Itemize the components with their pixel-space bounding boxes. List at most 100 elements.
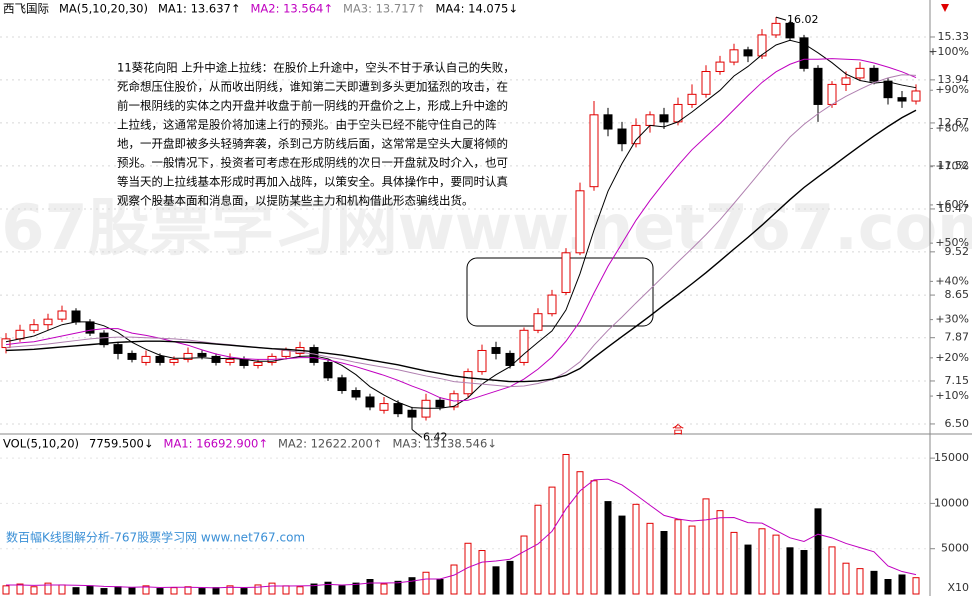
volume-bar [800, 550, 808, 595]
y-tick-label: 7.15 [945, 374, 970, 387]
candle-body [379, 403, 389, 411]
volume-bar [884, 579, 892, 595]
note-line: 前一根阴线的实体之内开盘并收盘于前一阴线的开盘价之上，形成上升中途的 [117, 99, 508, 113]
candle-body [99, 332, 109, 346]
candle-body [141, 355, 151, 363]
volume-bar [16, 583, 24, 595]
y-tick-label: 10000 [934, 496, 969, 509]
volume-bar [506, 560, 514, 595]
candle-body [323, 361, 333, 379]
volume-bar [44, 582, 52, 595]
y-tick-label: 13.94 [938, 73, 970, 86]
candle-body [715, 61, 725, 73]
candle-body [365, 396, 375, 408]
candle-body [883, 80, 893, 99]
volume-ma-line [6, 478, 917, 589]
note-line: 11葵花向阳 上升中途上拉线：在股价上升途中，空头不甘于承认自己的失败， [117, 61, 515, 75]
candle-body [533, 313, 543, 331]
candle-body [29, 324, 39, 331]
candle-body [645, 114, 655, 126]
y2-tick-label: +20% [935, 351, 969, 364]
y2-tick-label: +70% [935, 160, 969, 173]
y2-tick-label: +30% [935, 313, 969, 326]
volume-bar [352, 582, 360, 595]
annotation-leader [411, 429, 423, 438]
candle-body [477, 349, 487, 373]
candle-body [519, 329, 529, 363]
volume-bar [198, 588, 206, 595]
volume-bar [436, 579, 444, 595]
note-line: 上拉线，这通常是股价将加速上行的预兆。由于空头已经不能守住自己的阵 [117, 118, 497, 132]
candle-body [169, 358, 179, 363]
indicator: VOL(5,10,20) [3, 437, 79, 451]
y2-tick-label: +80% [935, 121, 969, 134]
candle-body [561, 252, 571, 293]
candle-body [771, 22, 781, 36]
volume-bar [842, 562, 850, 595]
candle-body [225, 358, 235, 363]
latest-volume: 7759.500↓ [89, 437, 154, 451]
candle-body [729, 49, 739, 63]
candle-body [841, 77, 851, 85]
candle-body [1, 338, 11, 349]
volume-bar [688, 525, 696, 595]
candle-body [659, 114, 669, 123]
volume-bar [58, 584, 66, 595]
volume-bar [170, 587, 178, 595]
volume-bar [758, 528, 766, 595]
volume-bar [828, 546, 836, 595]
y2-tick-label: +60% [935, 198, 969, 211]
volume-bar [310, 583, 318, 595]
candle-body [617, 128, 627, 145]
volume-bar [716, 510, 724, 595]
candle-body [351, 390, 361, 398]
candle-body [393, 403, 403, 415]
y2-tick-label: +50% [935, 236, 969, 249]
note-line: 观察个股基本面和消息面，以提防某些主力和机构借此形态骗线出货。 [117, 194, 474, 208]
volume-bar [2, 585, 10, 595]
y-tick-label: 8.65 [945, 288, 970, 301]
plot: 6.50 7.15 7.87 8.65 9.52 10.47 11.52 12.67 13.94… [0, 13, 970, 595]
volume-bar [576, 471, 584, 595]
y2-tick-label: +90% [935, 83, 969, 96]
volume-bar [212, 587, 220, 595]
candle-body [211, 355, 221, 363]
candle-body [799, 37, 809, 69]
volume-bar [156, 588, 164, 595]
candle-body [407, 409, 417, 418]
legend-entry: MA4: 14.075↓ [436, 2, 519, 16]
volume-bar [282, 585, 290, 595]
volume-bar [86, 585, 94, 595]
candle-body [43, 318, 53, 326]
legend-entry: MA3: 13.717↑ [343, 2, 426, 16]
note: 11葵花向阳 上升中途上拉线：在股价上升途中，空头不甘于承认自己的失败， 死命想压… [117, 61, 515, 208]
volume-bar [422, 571, 430, 595]
candle-body [127, 352, 137, 360]
volume-bar [702, 498, 710, 595]
y2-tick-label: +40% [935, 274, 969, 287]
y-tick-label: 7.87 [945, 331, 970, 344]
volume-bar [128, 587, 136, 595]
y-tick-label: 6.50 [945, 417, 970, 430]
y-tick-label: 9.52 [945, 245, 970, 258]
y-tick-label: 10.47 [938, 202, 970, 215]
candle-body [155, 355, 165, 363]
y-tick-label: 5000 [941, 542, 969, 555]
volume-bar [548, 486, 556, 595]
candle-body [435, 399, 445, 408]
candle-body [785, 22, 795, 39]
volume-bar [380, 583, 388, 595]
volume-bar [674, 519, 682, 595]
candle-body [85, 321, 95, 334]
candle-body [855, 67, 865, 79]
highlight-box [466, 257, 654, 327]
volume-bar [492, 566, 500, 595]
volume-bar [534, 504, 542, 595]
legend-entry: MA1: 16692.900↑ [164, 437, 268, 451]
volume-bar [912, 577, 920, 595]
ma-line [5, 109, 917, 383]
candle-body [701, 71, 711, 95]
volume-bar [786, 547, 794, 595]
volume-bar [590, 480, 598, 595]
